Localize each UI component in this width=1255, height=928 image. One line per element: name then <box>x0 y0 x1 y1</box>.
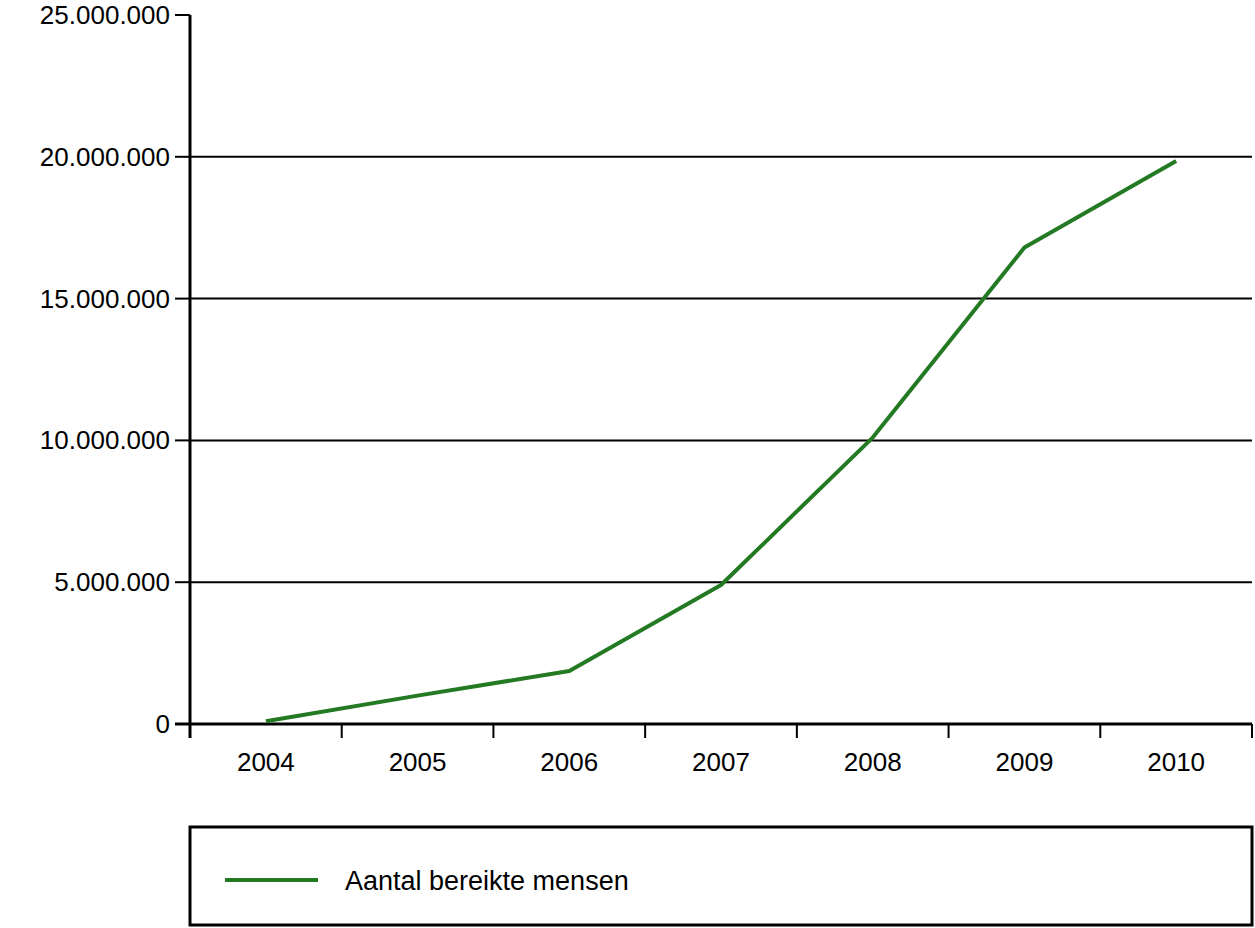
y-tick <box>175 14 190 16</box>
plot-area <box>266 161 1176 721</box>
x-tick-label: 2006 <box>540 747 598 777</box>
y-tick-label: 10.000.000 <box>40 425 170 455</box>
chart: 0 5.000.000 10.000.000 15.000.000 20.000.000… <box>0 0 1255 928</box>
x-tick <box>644 724 646 738</box>
y-tick <box>175 298 190 300</box>
x-tick-label: 2010 <box>1147 747 1205 777</box>
grid-line <box>190 439 1252 441</box>
x-tick <box>341 724 343 738</box>
legend-box <box>190 827 1252 925</box>
x-tick-label: 2007 <box>692 747 750 777</box>
x-tick <box>189 724 191 738</box>
x-tick-label: 2005 <box>389 747 447 777</box>
grid-line <box>190 298 1252 300</box>
x-tick-label: 2009 <box>996 747 1054 777</box>
x-tick <box>1099 724 1101 738</box>
legend-swatch <box>225 878 318 882</box>
y-tick <box>175 439 190 441</box>
y-tick-label: 25.000.000 <box>40 0 170 30</box>
x-tick <box>492 724 494 738</box>
legend-label: Aantal bereikte mensen <box>345 866 629 896</box>
grid-line <box>190 156 1252 158</box>
y-tick <box>175 581 190 583</box>
series-line <box>266 161 1176 721</box>
y-tick-label: 20.000.000 <box>40 142 170 172</box>
y-tick <box>175 156 190 158</box>
y-tick-label: 0 <box>156 709 170 739</box>
x-axis <box>175 723 1252 726</box>
x-tick-label: 2008 <box>844 747 902 777</box>
x-tick <box>1251 724 1253 738</box>
x-tick-label: 2004 <box>237 747 295 777</box>
y-tick-label: 5.000.000 <box>54 567 170 597</box>
y-axis <box>189 15 192 738</box>
y-tick-label: 15.000.000 <box>40 284 170 314</box>
x-tick <box>796 724 798 738</box>
x-tick <box>948 724 950 738</box>
